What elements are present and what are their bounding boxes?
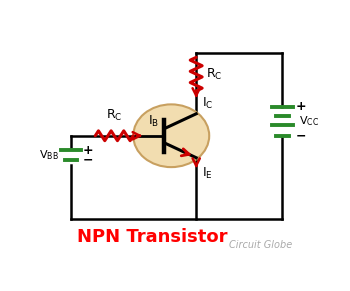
Text: I$_{\mathregular{C}}$: I$_{\mathregular{C}}$ bbox=[202, 96, 214, 111]
Text: V$_{\mathregular{CC}}$: V$_{\mathregular{CC}}$ bbox=[299, 114, 319, 128]
Text: V$_{\mathregular{BB}}$: V$_{\mathregular{BB}}$ bbox=[39, 148, 59, 162]
Text: Circuit Globe: Circuit Globe bbox=[229, 240, 292, 250]
Text: I$_{\mathregular{B}}$: I$_{\mathregular{B}}$ bbox=[148, 114, 159, 129]
Text: +: + bbox=[296, 100, 307, 113]
Circle shape bbox=[133, 104, 209, 167]
Text: R$_{\mathregular{C}}$: R$_{\mathregular{C}}$ bbox=[206, 67, 223, 82]
Text: −: − bbox=[83, 153, 93, 166]
Text: I$_{\mathregular{E}}$: I$_{\mathregular{E}}$ bbox=[202, 166, 213, 181]
Text: +: + bbox=[83, 144, 94, 157]
Text: NPN Transistor: NPN Transistor bbox=[77, 228, 228, 246]
Text: −: − bbox=[296, 129, 307, 142]
Text: R$_{\mathregular{C}}$: R$_{\mathregular{C}}$ bbox=[106, 108, 122, 123]
